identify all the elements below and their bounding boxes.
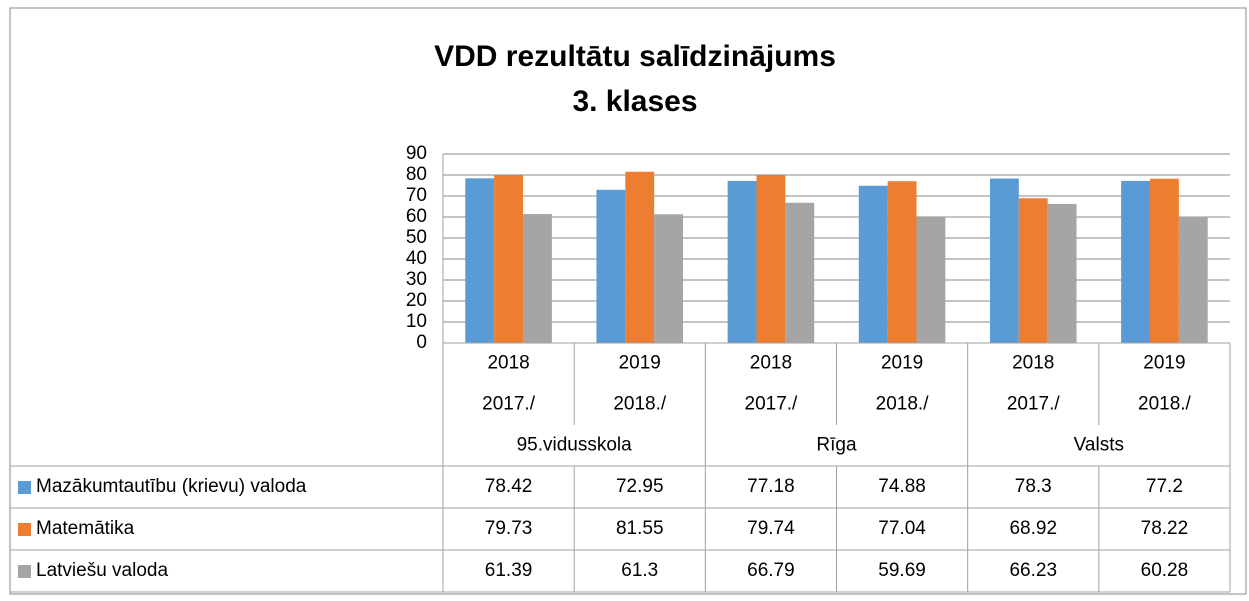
x-tick-label: 2017./	[482, 394, 536, 415]
x-tick-label: 2019	[1143, 353, 1185, 374]
y-tick-label: 40	[406, 248, 427, 269]
bar	[596, 189, 626, 343]
x-tick-label: 2018./	[1138, 394, 1192, 415]
y-tick-label: 70	[406, 185, 427, 206]
bar	[625, 171, 655, 343]
table-value: 78.42	[485, 476, 533, 497]
legend-label: Latviešu valoda	[36, 560, 168, 581]
bar	[523, 214, 552, 343]
group-label: Rīga	[816, 435, 857, 456]
x-tick-label: 2018	[750, 353, 792, 374]
y-tick-label: 80	[406, 164, 427, 185]
bar	[1121, 180, 1150, 343]
y-tick-label: 50	[406, 227, 427, 248]
bar	[1178, 216, 1208, 343]
legend-swatch	[18, 565, 31, 578]
x-tick-label: 2018./	[613, 394, 667, 415]
y-tick-label: 60	[406, 206, 427, 227]
y-tick-label: 20	[406, 290, 427, 311]
x-tick-label: 2019	[881, 353, 923, 374]
bar	[756, 175, 786, 343]
table-value: 78.3	[1015, 476, 1052, 497]
legend-swatch	[18, 481, 31, 494]
bar	[727, 180, 757, 343]
x-tick-label: 2018./	[876, 394, 930, 415]
y-tick-label: 10	[406, 311, 427, 332]
legend-label: Matemātika	[36, 518, 135, 539]
table-value: 61.3	[621, 560, 658, 581]
x-tick-label: 2017./	[745, 394, 799, 415]
table-value: 68.92	[1009, 518, 1057, 539]
table-value: 66.79	[747, 560, 795, 581]
group-label: Valsts	[1074, 435, 1124, 456]
chart-subtitle: 3. klases	[572, 85, 697, 118]
group-label: 95.vidusskola	[517, 435, 633, 456]
bar	[916, 217, 946, 343]
legend-swatch	[18, 523, 31, 536]
x-tick-label: 2018	[487, 353, 529, 374]
x-tick-label: 2017./	[1007, 394, 1061, 415]
x-tick-label: 2018	[1012, 353, 1054, 374]
bar	[1018, 198, 1048, 343]
bar	[858, 185, 888, 343]
y-tick-label: 90	[406, 143, 427, 164]
table-value: 79.73	[485, 518, 533, 539]
table-value: 77.2	[1146, 476, 1183, 497]
bar	[1149, 178, 1179, 343]
bar	[785, 202, 815, 343]
bar	[654, 214, 684, 343]
table-value: 77.18	[747, 476, 795, 497]
y-tick-label: 30	[406, 269, 427, 290]
table-value: 79.74	[747, 518, 795, 539]
chart-title: VDD rezultātu salīdzinājums	[434, 40, 836, 73]
bar	[887, 181, 917, 343]
table-value: 81.55	[616, 518, 664, 539]
bar	[989, 178, 1019, 343]
table-value: 59.69	[878, 560, 926, 581]
table-value: 61.39	[485, 560, 533, 581]
x-tick-label: 2019	[619, 353, 661, 374]
table-value: 77.04	[878, 518, 926, 539]
table-value: 60.28	[1141, 560, 1189, 581]
bar	[465, 178, 495, 343]
bar	[494, 175, 524, 343]
y-tick-label: 0	[416, 332, 427, 353]
table-value: 72.95	[616, 476, 664, 497]
table-value: 74.88	[878, 476, 926, 497]
legend-label: Mazākumtautību (krievu) valoda	[36, 476, 307, 497]
table-value: 78.22	[1141, 518, 1189, 539]
bar	[1047, 203, 1077, 343]
table-value: 66.23	[1009, 560, 1057, 581]
